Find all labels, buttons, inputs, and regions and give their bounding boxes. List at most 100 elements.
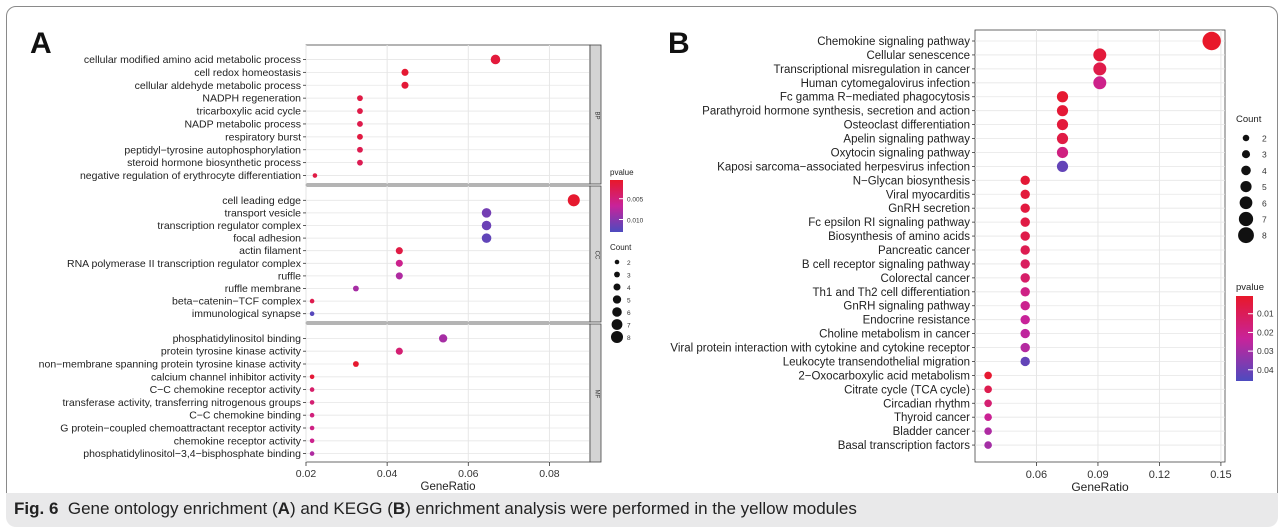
size-legend-label: 4	[627, 285, 631, 292]
term-label: Viral myocarditis	[886, 189, 970, 201]
term-label: Thyroid cancer	[894, 412, 970, 424]
data-point	[1020, 259, 1030, 269]
data-point	[1056, 160, 1069, 172]
size-legend-title: Count	[1236, 114, 1262, 125]
data-point	[1056, 105, 1069, 117]
term-label: Apelin signaling pathway	[843, 134, 970, 146]
data-point	[352, 285, 359, 292]
term-label: Kaposi sarcoma−associated herpesvirus in…	[717, 161, 970, 173]
term-label: RNA polymerase II transcription regulato…	[67, 258, 302, 270]
caption-text-5: ) enrichment analysis were performed in …	[405, 499, 857, 518]
term-label: G protein−coupled chemoattractant recept…	[60, 423, 302, 435]
data-point	[1056, 146, 1069, 159]
panel-label-b: B	[668, 27, 690, 60]
data-point	[395, 247, 403, 255]
facet-panel	[305, 323, 591, 463]
data-point	[401, 68, 409, 76]
size-legend-label: 3	[627, 273, 631, 280]
term-label: Osteoclast differentiation	[844, 120, 970, 132]
caption-text-1: Gene ontology enrichment (	[67, 499, 278, 518]
color-legend-title: pvalue	[1236, 282, 1264, 293]
term-label: cell leading edge	[222, 195, 301, 207]
color-legend-label: 0.02	[1257, 327, 1274, 337]
data-point	[309, 311, 315, 317]
data-point	[1020, 314, 1030, 325]
term-label: Parathyroid hormone synthesis, secretion…	[702, 106, 970, 118]
data-point	[357, 159, 363, 166]
color-legend-label: 0.04	[1257, 365, 1274, 375]
term-label: tricarboxylic acid cycle	[197, 106, 302, 118]
data-point	[312, 173, 318, 178]
x-tick-label: 0.02	[296, 468, 317, 480]
data-point	[357, 133, 363, 140]
data-point	[1093, 76, 1107, 90]
term-label: negative regulation of erythrocyte diffe…	[80, 170, 301, 182]
data-point	[481, 233, 492, 243]
size-legend-dot	[610, 330, 624, 344]
color-legend-label: 0.005	[627, 197, 644, 204]
size-legend-label: 3	[1262, 150, 1267, 160]
data-point	[490, 54, 501, 65]
facet-strip-label: MF	[594, 390, 600, 399]
data-point	[1093, 48, 1107, 62]
size-legend-label: 7	[627, 323, 631, 330]
term-label: NADPH regeneration	[202, 93, 301, 105]
term-label: Biosynthesis of amino acids	[828, 231, 970, 243]
size-legend-label: 6	[1262, 198, 1267, 208]
data-point	[1020, 356, 1030, 367]
facet-strip	[589, 185, 602, 323]
data-point	[1056, 119, 1069, 131]
size-legend-label: 8	[627, 335, 631, 342]
caption-text-4: B	[392, 499, 406, 518]
term-label: Human cytomegalovirus infection	[801, 78, 970, 90]
size-legend-dot	[611, 319, 623, 330]
term-label: Leukocyte transendothelial migration	[783, 356, 970, 368]
term-label: immunological synapse	[192, 308, 301, 320]
data-point	[1020, 245, 1030, 255]
term-label: C−C chemokine receptor activity	[150, 384, 302, 396]
term-label: Cellular senescence	[866, 50, 970, 62]
term-label: focal adhesion	[233, 233, 301, 245]
data-point	[1020, 203, 1030, 213]
term-label: Viral protein interaction with cytokine …	[670, 343, 970, 355]
term-label: ruffle	[278, 270, 301, 282]
caption-text-3: ) and KEGG (	[289, 499, 393, 518]
x-tick-label: 0.06	[458, 468, 479, 480]
term-label: transport vesicle	[225, 207, 302, 219]
term-label: cell redox homeostasis	[194, 67, 301, 79]
data-point	[357, 121, 363, 127]
x-tick-label: 0.04	[377, 468, 398, 480]
caption-band	[6, 493, 1278, 527]
term-label: Th1 and Th2 cell differentiation	[813, 287, 971, 299]
term-label: respiratory burst	[225, 131, 301, 143]
data-point	[1020, 175, 1030, 186]
data-point	[401, 81, 409, 89]
term-label: Circadian rhythm	[883, 398, 970, 410]
size-legend-label: 8	[1262, 231, 1267, 241]
data-point	[309, 438, 315, 444]
data-point	[984, 427, 992, 435]
data-point	[984, 441, 992, 449]
term-label: Fc epsilon RI signaling pathway	[808, 217, 970, 229]
x-tick-label: 0.06	[1026, 469, 1047, 481]
term-label: cellular modified amino acid metabolic p…	[84, 54, 301, 66]
term-label: calcium channel inhibitor activity	[151, 371, 302, 383]
color-legend-bar	[1236, 296, 1253, 381]
term-label: Basal transcription factors	[838, 440, 971, 452]
data-point	[984, 413, 992, 422]
term-label: Bladder cancer	[893, 426, 971, 438]
facet-strip	[589, 323, 602, 463]
term-label: cellular aldehyde metabolic process	[135, 80, 301, 92]
x-axis-title: GeneRatio	[1071, 480, 1129, 494]
size-legend-dot	[1239, 196, 1253, 210]
caption-text-2: A	[277, 499, 290, 518]
data-point	[1056, 91, 1069, 103]
panel-label-a: A	[30, 27, 52, 60]
data-point	[1202, 31, 1221, 51]
size-legend-dot	[612, 307, 622, 317]
data-point	[984, 399, 992, 408]
term-label: Choline metabolism in cancer	[819, 329, 970, 341]
data-point	[309, 387, 315, 392]
data-point	[984, 385, 992, 394]
data-point	[1020, 189, 1030, 199]
